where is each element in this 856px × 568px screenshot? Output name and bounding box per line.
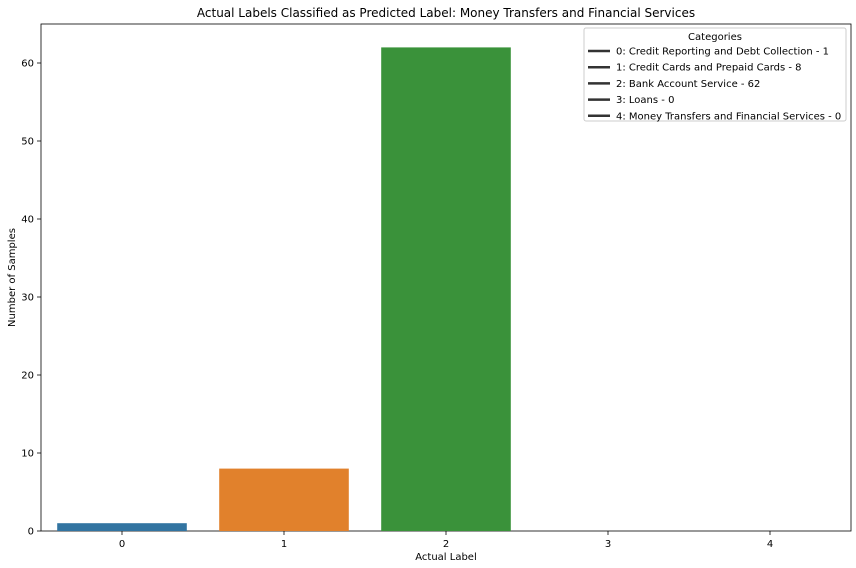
- bar-1: [219, 469, 349, 531]
- chart-title: Actual Labels Classified as Predicted La…: [197, 6, 695, 20]
- x-tick-label: 3: [605, 539, 611, 550]
- y-tick-label: 40: [21, 215, 34, 226]
- legend-entry-4: 4: Money Transfers and Financial Service…: [616, 111, 841, 122]
- x-axis-label: Actual Label: [415, 552, 476, 563]
- x-tick-label: 2: [443, 539, 449, 550]
- y-axis-label: Number of Samples: [7, 228, 18, 327]
- y-tick-label: 60: [21, 59, 34, 70]
- legend-entry-2: 2: Bank Account Service - 62: [616, 79, 760, 90]
- x-axis: 0 1 2 3 4: [119, 531, 773, 550]
- y-tick-label: 0: [28, 527, 34, 538]
- legend: Categories 0: Credit Reporting and Debt …: [584, 28, 846, 122]
- legend-entry-3: 3: Loans - 0: [616, 95, 674, 106]
- x-tick-label: 1: [281, 539, 287, 550]
- x-tick-label: 0: [119, 539, 125, 550]
- bar-0: [57, 523, 187, 531]
- legend-title: Categories: [688, 32, 742, 43]
- y-tick-label: 50: [21, 137, 34, 148]
- y-tick-label: 10: [21, 449, 34, 460]
- y-tick-label: 20: [21, 371, 34, 382]
- x-tick-label: 4: [767, 539, 773, 550]
- legend-entry-1: 1: Credit Cards and Prepaid Cards - 8: [616, 63, 802, 74]
- bar-2: [381, 47, 511, 531]
- y-axis: 0 10 20 30 40 50 60: [21, 59, 41, 538]
- bars-group: [57, 47, 511, 531]
- legend-entry-0: 0: Credit Reporting and Debt Collection …: [616, 47, 829, 58]
- y-tick-label: 30: [21, 293, 34, 304]
